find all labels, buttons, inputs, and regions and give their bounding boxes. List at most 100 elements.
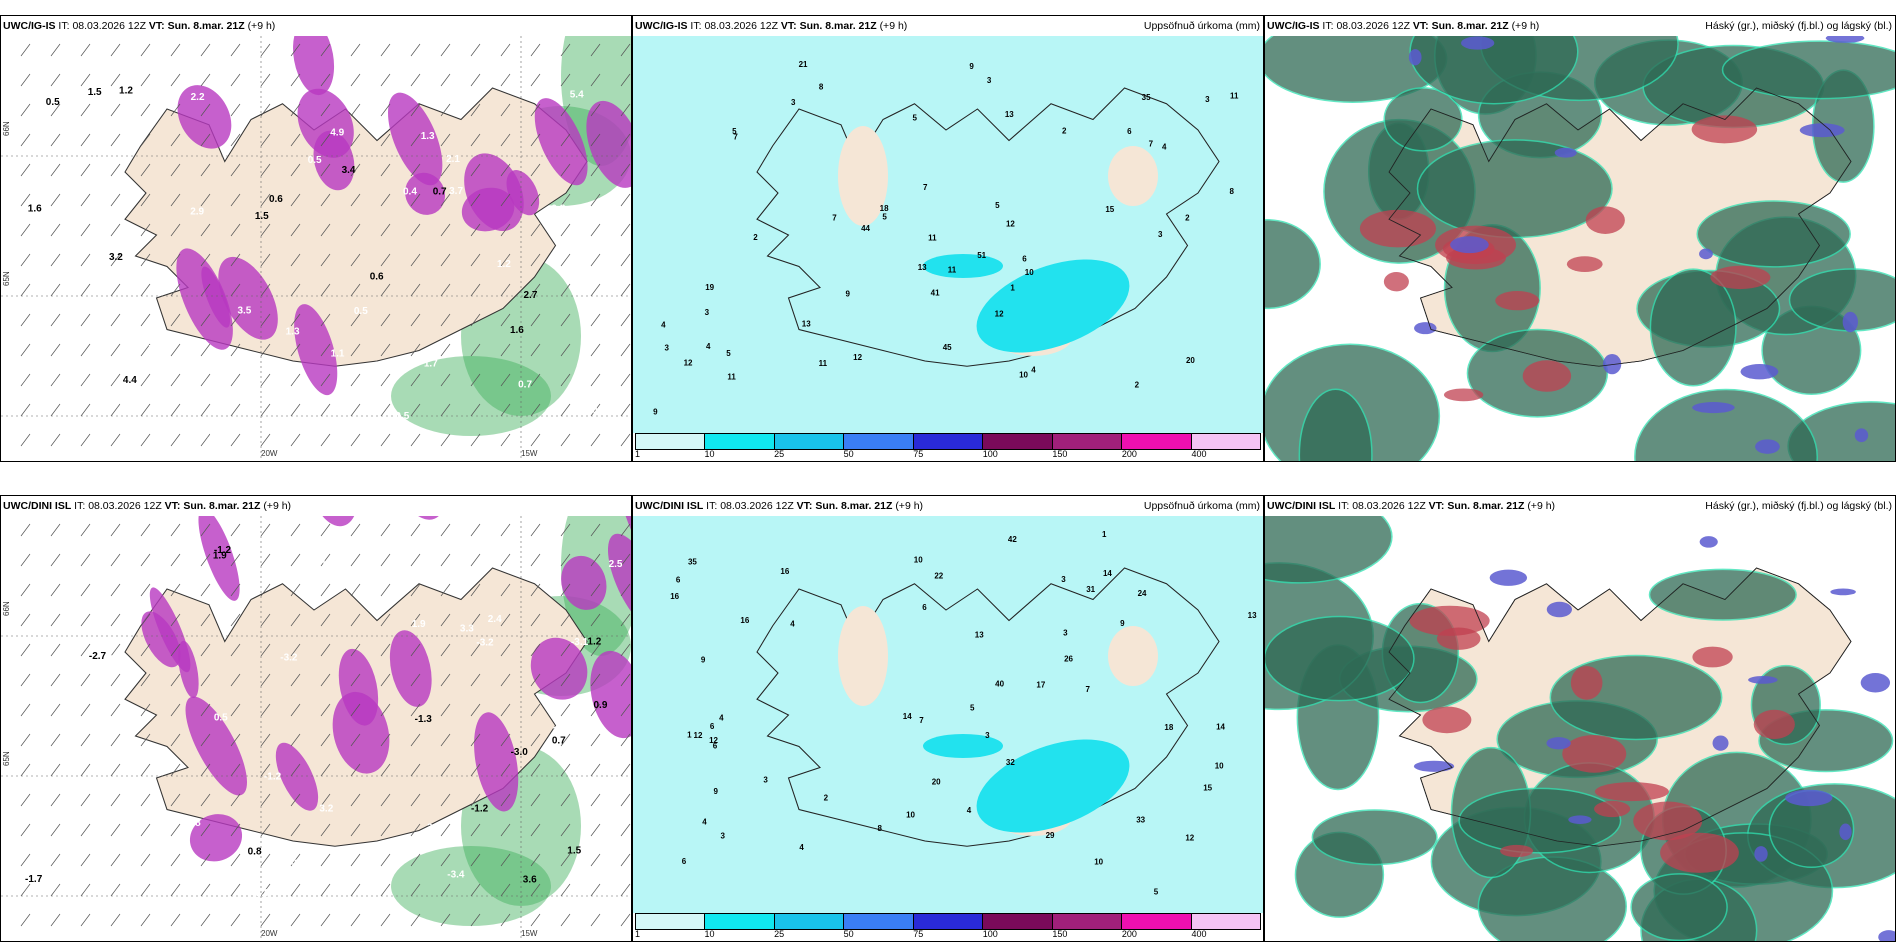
colorbar-swatch (774, 914, 845, 929)
lead-time: (+9 h) (1511, 20, 1540, 32)
wind-barb (140, 613, 151, 627)
wind-barb (350, 913, 361, 927)
wind-value-label: -1.5 (409, 540, 427, 551)
colorbar-swatch (1122, 914, 1192, 929)
wind-value-label: -2.2 (291, 858, 309, 869)
wind-barb (620, 673, 631, 687)
high-cloud-area (1265, 516, 1393, 584)
wind-barb (140, 853, 151, 867)
precip-value-label: 26 (1064, 654, 1073, 663)
wind-barb (530, 313, 541, 327)
colorbar-tick-label: 10 (704, 449, 715, 459)
wind-barb (20, 913, 31, 927)
wind-speed-blob (275, 742, 319, 811)
wind-barb (320, 733, 331, 747)
wind-barb (590, 433, 601, 447)
wind-barb (350, 703, 361, 717)
colorbar-swatch (844, 434, 914, 449)
wind-barb (230, 613, 241, 627)
wind-barb (350, 883, 361, 897)
wind-barb (110, 253, 121, 267)
wind-barb (350, 643, 361, 657)
coastline (1388, 567, 1852, 847)
wind-barb (590, 643, 601, 657)
wind-barb (20, 553, 31, 567)
wind-barb (530, 103, 541, 117)
vt-label: VT: (1428, 500, 1445, 512)
precip-value-label: 4 (719, 713, 724, 722)
vt-value: Sun. 8.mar. 21Z (183, 500, 261, 512)
wind-barb (440, 193, 451, 207)
wind-barb (140, 103, 151, 117)
wind-barb (530, 283, 541, 297)
precip-value-label: 40 (995, 680, 1004, 689)
wind-speed-blob (293, 36, 335, 96)
wind-value-label: 0.5 (308, 155, 322, 166)
precip-value-label: 11 (948, 266, 957, 275)
wind-panel-row2: UWC/DINI ISL IT: 08.03.2026 12Z VT: Sun.… (0, 495, 632, 942)
wind-speed-blob (607, 533, 631, 630)
wind-barb (620, 193, 631, 207)
wind-value-label: 2.1 (60, 348, 74, 359)
wind-barb (590, 73, 601, 87)
wind-barb (230, 133, 241, 147)
wind-barb (560, 313, 571, 327)
wind-barb (200, 343, 211, 357)
wind-barb (440, 373, 451, 387)
it-label: IT: (74, 500, 86, 512)
it-label: IT: (1338, 500, 1350, 512)
wind-barb (620, 523, 631, 537)
wind-barb (530, 793, 541, 807)
lead-time: (+9 h) (895, 500, 924, 512)
wind-barb (350, 553, 361, 567)
wind-barb (620, 613, 631, 627)
wind-barb (380, 433, 391, 447)
wind-barb (200, 223, 211, 237)
wind-barb (260, 433, 271, 447)
wind-value-label: 5.4 (570, 89, 584, 100)
wind-speed-blob (178, 640, 199, 699)
wind-barb (470, 853, 481, 867)
wind-barb (590, 223, 601, 237)
wind-barb (470, 763, 481, 777)
wind-barb (260, 913, 271, 927)
wind-barb (110, 793, 121, 807)
wind-barb (110, 313, 121, 327)
mid-cloud-area (1710, 265, 1771, 290)
wind-barb (140, 553, 151, 567)
wind-barb (170, 343, 181, 357)
wind-barb (20, 613, 31, 627)
wind-barb (530, 163, 541, 177)
low-cloud-area (1489, 569, 1528, 586)
colorbar-tick-label: 400 (1191, 449, 1207, 459)
wind-barb (500, 373, 511, 387)
wind-barb (440, 913, 451, 927)
wind-barb (20, 763, 31, 777)
wind-barb (410, 43, 421, 57)
wind-barb (380, 373, 391, 387)
precip-value-label: 6 (682, 857, 687, 866)
wind-barb (500, 853, 511, 867)
wind-barb (260, 643, 271, 657)
wind-barb (560, 733, 571, 747)
colorbar-swatch (983, 914, 1053, 929)
wind-barb (50, 43, 61, 57)
wind-barb (20, 313, 31, 327)
wind-barb (440, 103, 451, 117)
wind-barb (230, 163, 241, 177)
wind-barb (590, 733, 601, 747)
wind-value-label: 0.8 (551, 204, 565, 215)
precip-value-label: 5 (726, 349, 731, 358)
precip-value-label: 3 (1158, 230, 1163, 239)
precip-value-label: 2 (753, 233, 758, 242)
wind-barb (380, 793, 391, 807)
vt-label: VT: (796, 500, 813, 512)
precip-value-label: 5 (970, 704, 975, 713)
wind-barb (110, 763, 121, 777)
cloud-panel-row2: UWC/DINI ISL IT: 08.03.2026 12Z VT: Sun.… (1264, 495, 1896, 942)
low-cloud-area (1748, 675, 1778, 684)
wind-barb (590, 523, 601, 537)
wind-barb (560, 673, 571, 687)
wind-barb (620, 913, 631, 927)
heavy-precip-area (976, 259, 1130, 353)
